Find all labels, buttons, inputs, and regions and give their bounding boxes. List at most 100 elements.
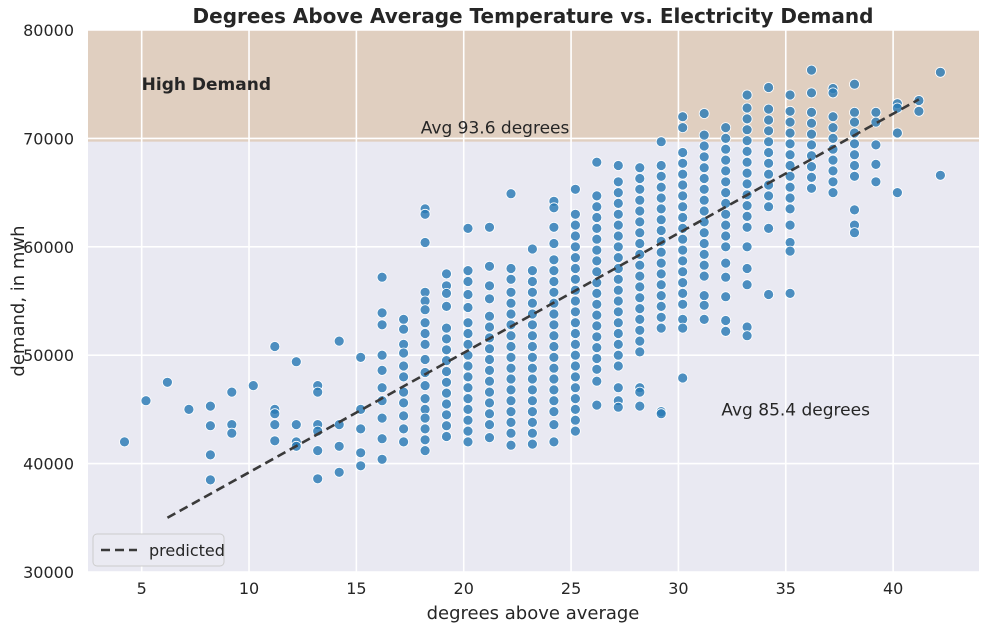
data-point [720,219,732,231]
data-point [441,287,452,299]
data-point [698,183,710,195]
data-point [634,335,646,347]
data-point [484,354,495,365]
data-point [527,286,538,298]
data-point [591,287,603,299]
data-point [741,167,753,179]
data-point [612,187,624,199]
data-point [505,263,517,274]
data-point [720,187,732,199]
data-point [677,111,689,123]
data-point [527,362,538,374]
x-tick-label: 35 [776,579,796,598]
data-point [548,308,560,320]
data-point [935,169,946,181]
data-point [741,241,753,253]
data-point [763,168,774,180]
data-point [441,409,452,421]
data-point [570,328,581,339]
data-point [226,386,238,398]
data-point [677,157,689,169]
data-point [612,230,624,242]
annotations: High Demand Avg 93.6 degrees Avg 85.4 degr… [142,75,870,420]
data-point [634,400,646,412]
data-point [591,309,603,321]
data-point [548,373,560,385]
data-point [419,412,431,424]
data-point [376,412,388,424]
data-point [677,147,689,158]
data-point [806,117,817,129]
data-point [462,360,474,372]
data-point [698,299,710,311]
annotation-label: Avg 93.6 degrees [421,119,570,139]
data-point [591,320,603,332]
y-tick-label: 50000 [23,346,74,365]
data-point [698,259,710,271]
data-point [849,204,860,216]
data-point [591,201,603,213]
data-point [290,356,302,368]
data-point [376,271,388,283]
data-point [655,408,667,420]
data-point [655,311,667,323]
data-point [269,419,281,431]
data-point [505,362,517,374]
data-point [655,290,667,302]
data-point [612,338,624,350]
data-point [720,257,732,269]
data-point [698,270,710,282]
data-point [591,331,603,343]
data-point [677,190,689,202]
data-point [376,307,388,319]
data-point [591,255,603,267]
data-point [720,325,732,337]
data-point [698,313,710,325]
data-point [484,386,495,398]
data-point [634,162,646,174]
data-point [441,420,452,432]
data-point [204,420,216,432]
data-point [527,438,538,450]
data-point [763,190,774,202]
data-point [204,400,216,412]
data-point [677,298,689,310]
data-point [612,349,624,361]
data-point [505,351,517,363]
data-point [634,205,646,217]
data-point [612,306,624,318]
data-point [784,170,796,182]
data-point [591,353,603,364]
data-point [570,208,581,220]
data-point [484,310,495,322]
data-point [269,435,281,447]
data-point [784,105,796,117]
data-point [827,111,839,123]
data-point [720,291,732,303]
data-point [419,445,431,457]
data-point [612,317,624,329]
data-point [612,252,624,264]
data-point [720,208,732,220]
data-point [505,416,517,428]
data-point [398,371,410,383]
data-point [548,436,560,448]
data-point [355,447,367,459]
data-point [698,227,710,239]
data-point [677,122,689,133]
data-point [462,328,474,339]
data-point [527,276,538,287]
data-point [634,216,646,228]
data-point [612,197,624,209]
data-point [398,397,410,409]
data-point [677,233,689,245]
data-point [698,151,710,163]
data-point [591,266,603,278]
data-point [720,122,732,133]
data-point [333,335,345,347]
data-point [612,360,624,372]
data-point [612,219,624,231]
data-point [462,289,474,300]
data-point [462,414,474,426]
data-point [741,102,753,114]
